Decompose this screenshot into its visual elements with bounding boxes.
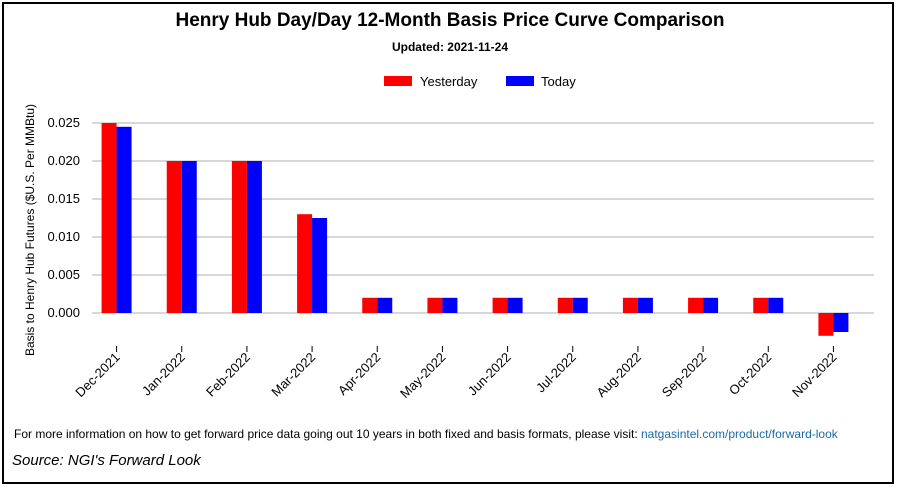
bar-today-jan-2022 bbox=[181, 161, 197, 313]
legend-label-yesterday: Yesterday bbox=[420, 74, 478, 89]
bar-today-sep-2022 bbox=[703, 297, 719, 313]
bar-yesterday-may-2022 bbox=[427, 297, 443, 313]
legend-label-today: Today bbox=[541, 74, 576, 89]
bar-yesterday-jan-2022 bbox=[166, 161, 182, 313]
y-axis-ticks: 0.000 0.005 0.010 0.015 0.020 0.025 bbox=[47, 115, 80, 320]
footnote: For more information on how to get forwa… bbox=[14, 427, 838, 441]
x-tick-label: Jul-2022 bbox=[533, 350, 579, 396]
bar-today-jul-2022 bbox=[572, 297, 588, 313]
y-tick-label: 0.000 bbox=[47, 305, 80, 320]
x-tick-label: Mar-2022 bbox=[268, 350, 318, 400]
x-tick-label: Jan-2022 bbox=[139, 350, 188, 399]
x-tick-label: May-2022 bbox=[397, 350, 448, 401]
bar-yesterday-apr-2022 bbox=[362, 297, 378, 313]
x-tick-label: Nov-2022 bbox=[789, 350, 839, 400]
y-tick-label: 0.025 bbox=[47, 115, 80, 130]
bar-yesterday-nov-2022 bbox=[818, 313, 834, 336]
chart-frame bbox=[2, 2, 894, 484]
x-tick-label: Jun-2022 bbox=[465, 350, 514, 399]
bar-today-apr-2022 bbox=[377, 297, 393, 313]
x-tick-label: Sep-2022 bbox=[659, 350, 709, 400]
footnote-text: For more information on how to get forwa… bbox=[14, 427, 641, 441]
gridlines bbox=[92, 122, 874, 314]
bar-today-aug-2022 bbox=[637, 297, 653, 313]
y-tick-label: 0.005 bbox=[47, 267, 80, 282]
bar-yesterday-feb-2022 bbox=[231, 161, 247, 313]
legend: Yesterday Today bbox=[384, 74, 576, 89]
x-axis-ticks: Dec-2021 Jan-2022 Feb-2022 Mar-2022 Apr-2022… bbox=[72, 346, 840, 401]
bar-yesterday-sep-2022 bbox=[688, 297, 704, 313]
chart-subtitle: Updated: 2021-11-24 bbox=[391, 40, 509, 54]
chart-title: Henry Hub Day/Day 12-Month Basis Price C… bbox=[175, 10, 725, 31]
forward-look-link[interactable]: natgasintel.com/product/forward-look bbox=[641, 427, 838, 441]
y-tick-label: 0.020 bbox=[47, 153, 80, 168]
x-tick-label: Dec-2021 bbox=[72, 350, 122, 400]
source-note: Source: NGI's Forward Look bbox=[12, 452, 201, 469]
bar-today-oct-2022 bbox=[768, 297, 784, 313]
bar-yesterday-jun-2022 bbox=[492, 297, 508, 313]
bar-today-nov-2022 bbox=[833, 313, 849, 332]
legend-swatch-yesterday bbox=[384, 76, 412, 86]
x-tick-label: Oct-2022 bbox=[726, 350, 774, 398]
bar-today-may-2022 bbox=[442, 297, 458, 313]
x-tick-label: Apr-2022 bbox=[335, 350, 383, 398]
bar-today-mar-2022 bbox=[312, 218, 328, 313]
x-tick-label: Feb-2022 bbox=[203, 350, 253, 400]
bar-today-feb-2022 bbox=[246, 161, 262, 313]
bars bbox=[101, 123, 849, 336]
legend-swatch-today bbox=[506, 76, 534, 86]
bar-yesterday-mar-2022 bbox=[297, 214, 313, 313]
bar-today-jun-2022 bbox=[507, 297, 523, 313]
y-tick-label: 0.015 bbox=[47, 191, 80, 206]
x-tick-label: Aug-2022 bbox=[594, 350, 644, 400]
bar-yesterday-dec-2021 bbox=[101, 123, 117, 313]
y-tick-label: 0.010 bbox=[47, 229, 80, 244]
bar-yesterday-aug-2022 bbox=[622, 297, 638, 313]
bar-yesterday-jul-2022 bbox=[557, 297, 573, 313]
bar-today-dec-2021 bbox=[116, 126, 132, 313]
bar-yesterday-oct-2022 bbox=[753, 297, 769, 313]
y-axis-label: Basis to Henry Hub Futures ($U.S. Per MM… bbox=[23, 104, 37, 356]
